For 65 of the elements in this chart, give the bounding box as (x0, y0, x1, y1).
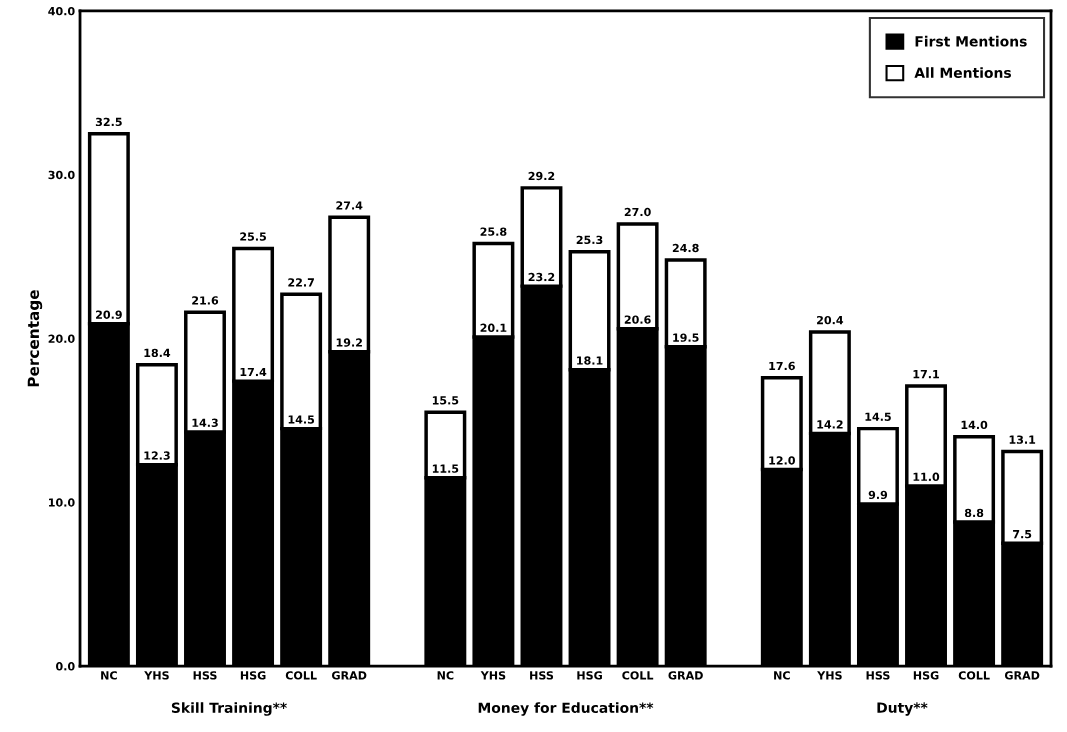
data-label: 17.4 (240, 367, 267, 377)
x-tick-label: YHS (480, 671, 506, 680)
data-label: 11.5 (432, 464, 459, 473)
x-tick-label: COLL (622, 671, 654, 680)
x-tick-label: GRAD (668, 671, 703, 680)
y-tick-label: 0.0 (56, 662, 75, 671)
data-label: 9.9 (868, 490, 888, 500)
data-label: 7.5 (1013, 530, 1032, 539)
x-tick-label: COLL (285, 671, 317, 680)
total-label: 17.6 (769, 361, 795, 371)
data-label: 20.1 (480, 323, 507, 332)
total-label: 25.5 (240, 232, 266, 241)
legend-label: First Mentions (915, 35, 1027, 47)
data-label: 14.3 (192, 418, 218, 427)
x-tick-label: HSS (866, 671, 890, 680)
total-label: 29.2 (528, 171, 555, 181)
data-label: 20.6 (624, 315, 651, 324)
total-label: 18.4 (144, 348, 171, 358)
total-label: 20.4 (817, 315, 844, 325)
x-tick-label: YHS (144, 671, 169, 680)
total-label: 27.0 (624, 207, 651, 217)
data-label: 23.2 (528, 272, 555, 282)
data-label: 12.3 (144, 451, 170, 460)
data-label: 18.1 (577, 356, 603, 365)
x-tick-label: NC (774, 671, 790, 680)
total-label: 13.1 (1009, 435, 1036, 444)
data-label: 19.2 (336, 338, 362, 347)
x-tick-label: COLL (958, 671, 990, 680)
total-label: 21.6 (192, 296, 219, 305)
data-label: 20.9 (96, 310, 122, 319)
legend-label: All Mentions (914, 67, 1011, 78)
total-label: 15.5 (432, 396, 459, 405)
x-tick-label: HSS (193, 671, 217, 680)
data-label: 12.0 (769, 456, 795, 465)
total-label: 27.4 (336, 201, 363, 210)
y-tick-label: 10.0 (49, 498, 75, 507)
total-label: 17.1 (913, 370, 939, 379)
x-tick-label: GRAD (332, 671, 367, 680)
y-tick-label: 30.0 (48, 170, 75, 180)
x-tick-label: GRAD (1004, 671, 1040, 680)
text: Duty** (877, 702, 928, 716)
x-tick-label: HSG (240, 671, 266, 680)
y-tick-label: 40.0 (48, 6, 75, 16)
data-label: 14.2 (817, 420, 843, 429)
total-label: 32.5 (95, 117, 122, 127)
data-label: 19.5 (673, 333, 699, 342)
x-tick-label: YHS (817, 671, 842, 680)
x-tick-label: HSS (530, 671, 554, 680)
text: Money for Education** (478, 702, 654, 716)
total-label: 14.0 (961, 420, 988, 430)
data-label: 8.8 (964, 508, 984, 518)
x-tick-label: NC (101, 671, 117, 680)
y-tick-label: 20.0 (48, 334, 75, 343)
data-label: 11.0 (913, 472, 940, 482)
x-tick-label: NC (437, 671, 454, 680)
total-label: 14.5 (865, 412, 891, 421)
x-tick-label: HSG (913, 671, 939, 680)
total-label: 25.3 (576, 235, 603, 245)
y-axis-title: Percentage (27, 290, 43, 387)
total-label: 22.7 (288, 278, 314, 287)
total-label: 24.8 (672, 243, 699, 253)
data-label: 14.5 (288, 415, 315, 424)
total-label: 25.8 (480, 227, 507, 236)
text: Skill Training** (171, 702, 287, 716)
x-tick-label: HSG (577, 671, 602, 680)
